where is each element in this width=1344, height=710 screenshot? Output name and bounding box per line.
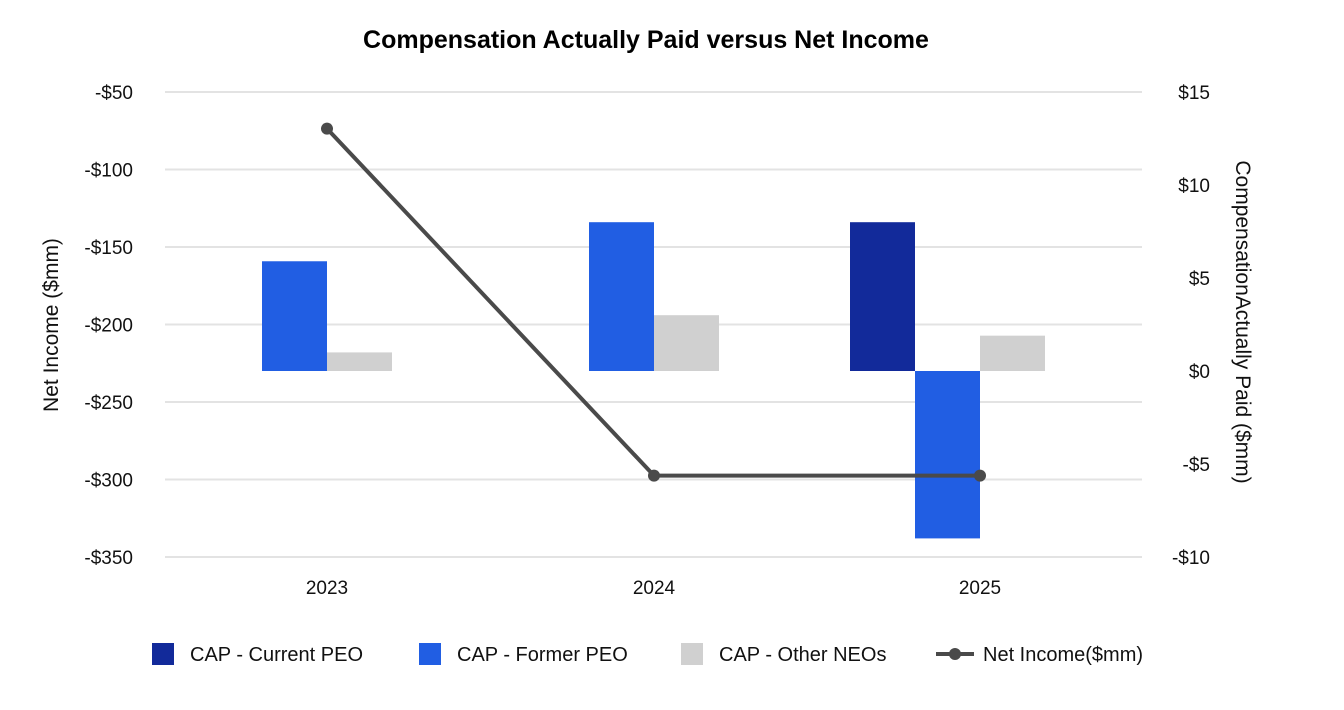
- bar-cap-former-peo-2025: [915, 371, 980, 539]
- bar-cap-other-neos-2025: [980, 335, 1045, 371]
- x-axis-ticks: 2023 2024 2025: [306, 578, 1001, 599]
- legend-swatch-cap-current-peo: [152, 643, 174, 665]
- x-tick-label: 2023: [306, 578, 348, 599]
- left-tick-label: -$300: [84, 471, 133, 492]
- left-axis-ticks: -$50 -$100 -$150 -$200 -$250 -$300 -$350: [84, 83, 133, 569]
- legend: CAP - Current PEO CAP - Former PEO CAP - O…: [152, 643, 1143, 666]
- right-tick-label: $15: [1178, 83, 1210, 104]
- bar-cap-other-neos-2024: [654, 315, 719, 371]
- bar-cap-other-neos-2023: [327, 352, 392, 371]
- bars-layer: [262, 222, 1045, 539]
- bar-cap-former-peo-2024: [589, 222, 654, 371]
- right-tick-label: $5: [1189, 269, 1210, 290]
- net-income-point-2025: [974, 469, 986, 482]
- right-axis-ticks: $15 $10 $5 $0 -$5 -$10: [1172, 83, 1210, 569]
- legend-marker: [949, 648, 961, 660]
- net-income-point-2024: [648, 469, 660, 482]
- x-tick-label: 2025: [959, 578, 1001, 599]
- left-axis-label: Net Income ($mm): [40, 238, 63, 412]
- x-tick-label: 2024: [633, 578, 676, 599]
- net-income-line-layer: [321, 122, 986, 482]
- legend-label-net-income-mm: Net Income($mm): [983, 644, 1143, 666]
- legend-label-cap-current-peo: CAP - Current PEO: [190, 644, 363, 666]
- legend-label-cap-other-neos: CAP - Other NEOs: [719, 644, 886, 666]
- legend-swatch-cap-other-neos: [681, 643, 703, 665]
- left-tick-label: -$100: [84, 161, 133, 182]
- net-income-point-2023: [321, 122, 333, 135]
- bar-cap-former-peo-2023: [262, 261, 327, 371]
- right-axis-label: CompensationActually Paid ($mm): [1231, 160, 1254, 483]
- left-tick-label: -$200: [84, 316, 133, 337]
- legend-swatch-cap-former-peo: [419, 643, 441, 665]
- right-tick-label: $0: [1189, 362, 1210, 383]
- right-tick-label: -$10: [1172, 548, 1210, 569]
- right-tick-label: $10: [1178, 176, 1210, 197]
- bar-cap-current-peo-2025: [850, 222, 915, 371]
- left-tick-label: -$150: [84, 238, 133, 259]
- chart-title: Compensation Actually Paid versus Net In…: [363, 26, 929, 54]
- left-tick-label: -$250: [84, 393, 133, 414]
- legend-label-cap-former-peo: CAP - Former PEO: [457, 644, 628, 666]
- left-tick-label: -$350: [84, 548, 133, 569]
- left-tick-label: -$50: [95, 83, 133, 104]
- right-tick-label: -$5: [1183, 455, 1210, 476]
